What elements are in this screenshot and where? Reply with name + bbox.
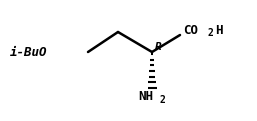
Text: R: R	[155, 42, 162, 52]
Text: 2: 2	[160, 95, 166, 105]
Text: NH: NH	[138, 91, 153, 103]
Text: i-BuO: i-BuO	[10, 45, 48, 58]
Text: H: H	[215, 23, 223, 37]
Text: CO: CO	[183, 23, 198, 37]
Text: 2: 2	[207, 28, 213, 38]
